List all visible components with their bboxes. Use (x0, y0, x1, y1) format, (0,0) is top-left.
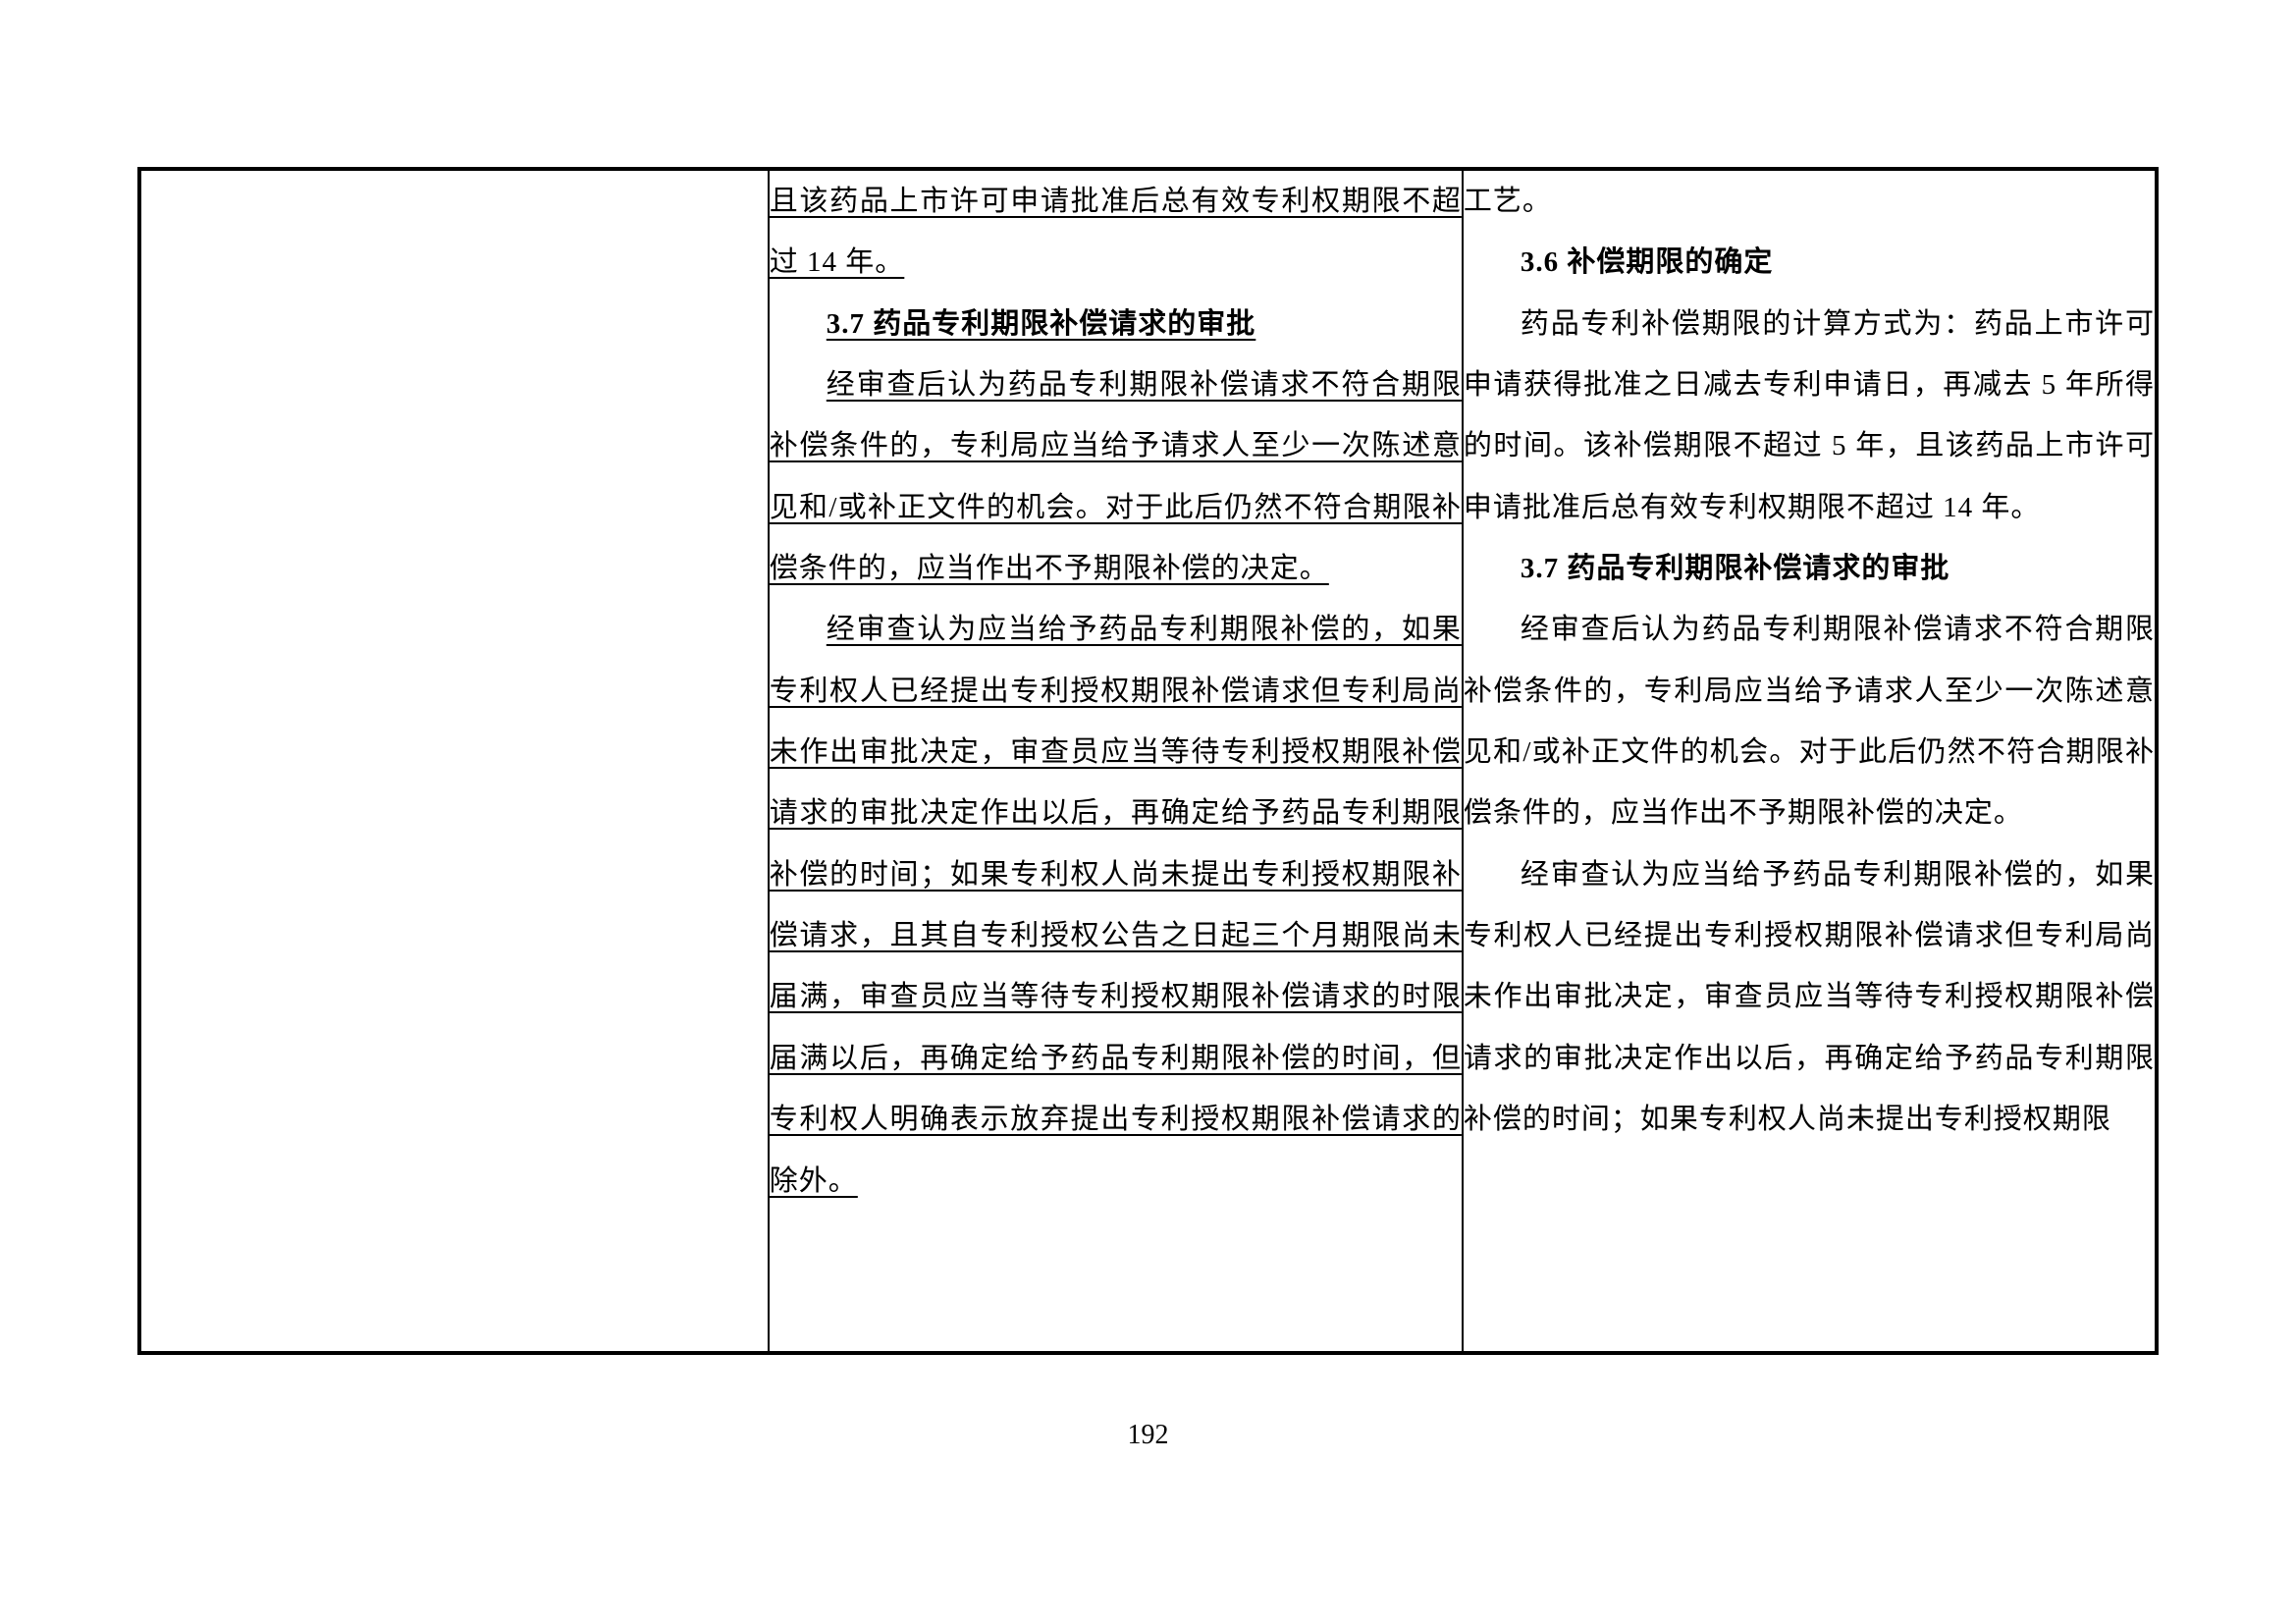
right-paragraph-1: 工艺。 (1464, 171, 2155, 232)
middle-paragraph-2: 经审查后认为药品专利期限补偿请求不符合期限补偿条件的，专利局应当给予请求人至少一… (770, 354, 1462, 599)
page-number: 192 (0, 1420, 2296, 1451)
column-left (139, 169, 769, 1353)
middle-paragraph-1: 且该药品上市许可申请批准后总有效专利权期限不超过 14 年。 (770, 171, 1462, 294)
comparison-table: 且该药品上市许可申请批准后总有效专利权期限不超过 14 年。 3.7 药品专利期… (137, 167, 2159, 1355)
right-paragraph-2: 药品专利补偿期限的计算方式为：药品上市许可申请获得批准之日减去专利申请日，再减去… (1464, 294, 2155, 538)
column-middle: 且该药品上市许可申请批准后总有效专利权期限不超过 14 年。 3.7 药品专利期… (769, 169, 1463, 1353)
middle-heading-37: 3.7 药品专利期限补偿请求的审批 (770, 294, 1462, 354)
right-heading-37: 3.7 药品专利期限补偿请求的审批 (1464, 538, 2155, 599)
middle-paragraph-3: 经审查认为应当给予药品专利期限补偿的，如果专利权人已经提出专利授权期限补偿请求但… (770, 599, 1462, 1211)
right-heading-36: 3.6 补偿期限的确定 (1464, 232, 2155, 293)
right-paragraph-3: 经审查后认为药品专利期限补偿请求不符合期限补偿条件的，专利局应当给予请求人至少一… (1464, 599, 2155, 843)
right-paragraph-4: 经审查认为应当给予药品专利期限补偿的，如果专利权人已经提出专利授权期限补偿请求但… (1464, 844, 2155, 1151)
column-right: 工艺。 3.6 补偿期限的确定 药品专利补偿期限的计算方式为：药品上市许可申请获… (1463, 169, 2157, 1353)
